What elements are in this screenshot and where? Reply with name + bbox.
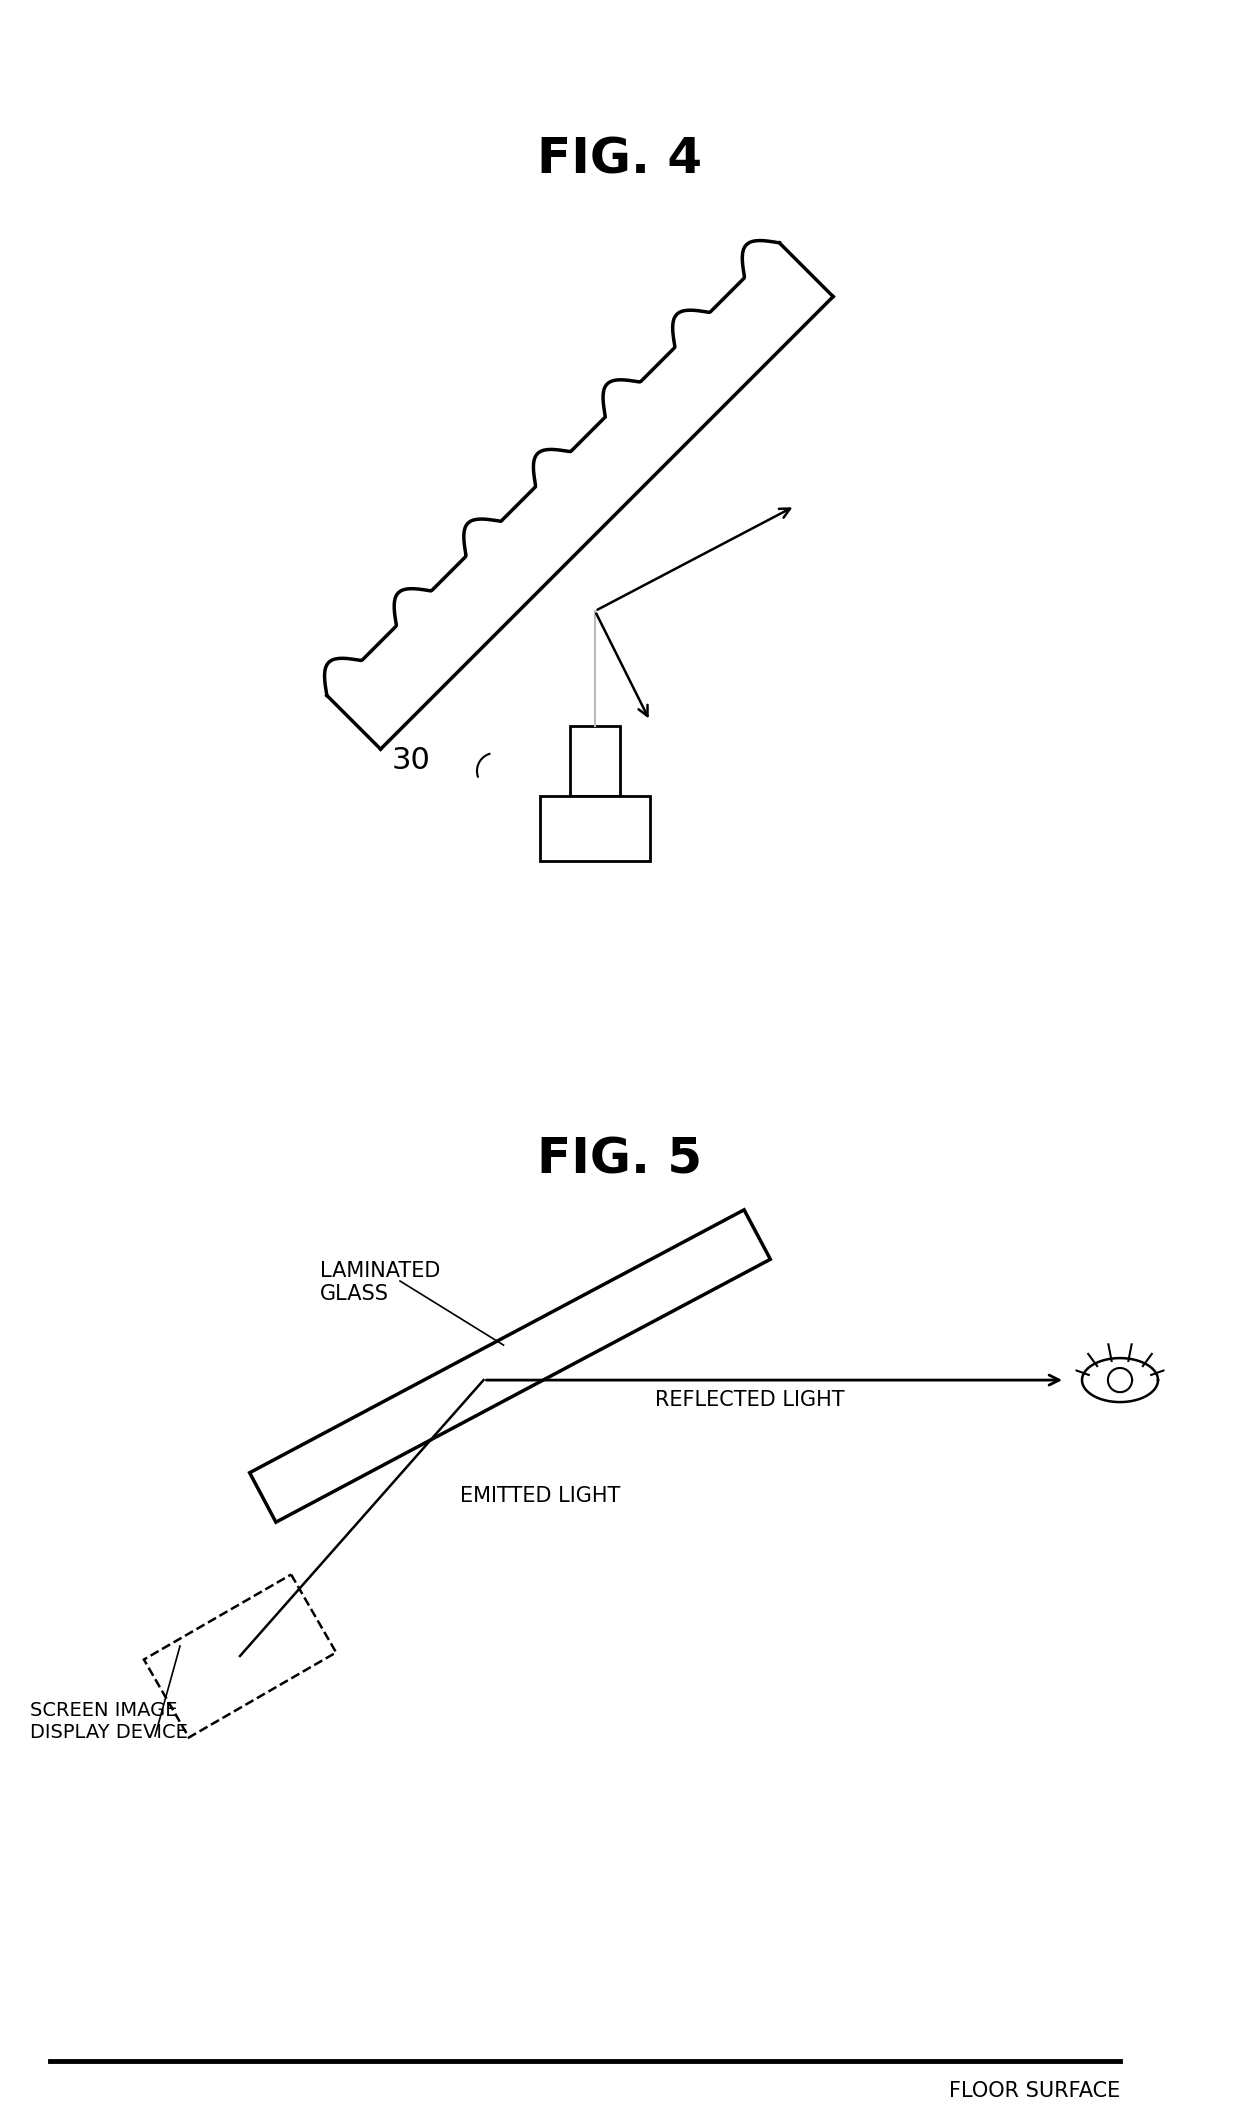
Bar [539,796,650,861]
Polygon shape [1107,1367,1132,1392]
Bar [570,726,620,796]
Text: LAMINATED
GLASS: LAMINATED GLASS [320,1261,440,1303]
Text: EMITTED LIGHT: EMITTED LIGHT [460,1485,620,1507]
Text: FIG. 4: FIG. 4 [537,135,703,184]
Text: SCREEN IMAGE
DISPLAY DEVICE: SCREEN IMAGE DISPLAY DEVICE [30,1701,188,1741]
Polygon shape [249,1210,770,1521]
Text: 30: 30 [391,747,430,774]
Text: REFLECTED LIGHT: REFLECTED LIGHT [655,1390,844,1409]
Text: FIG. 5: FIG. 5 [537,1136,703,1185]
Text: FLOOR SURFACE: FLOOR SURFACE [949,2080,1120,2101]
